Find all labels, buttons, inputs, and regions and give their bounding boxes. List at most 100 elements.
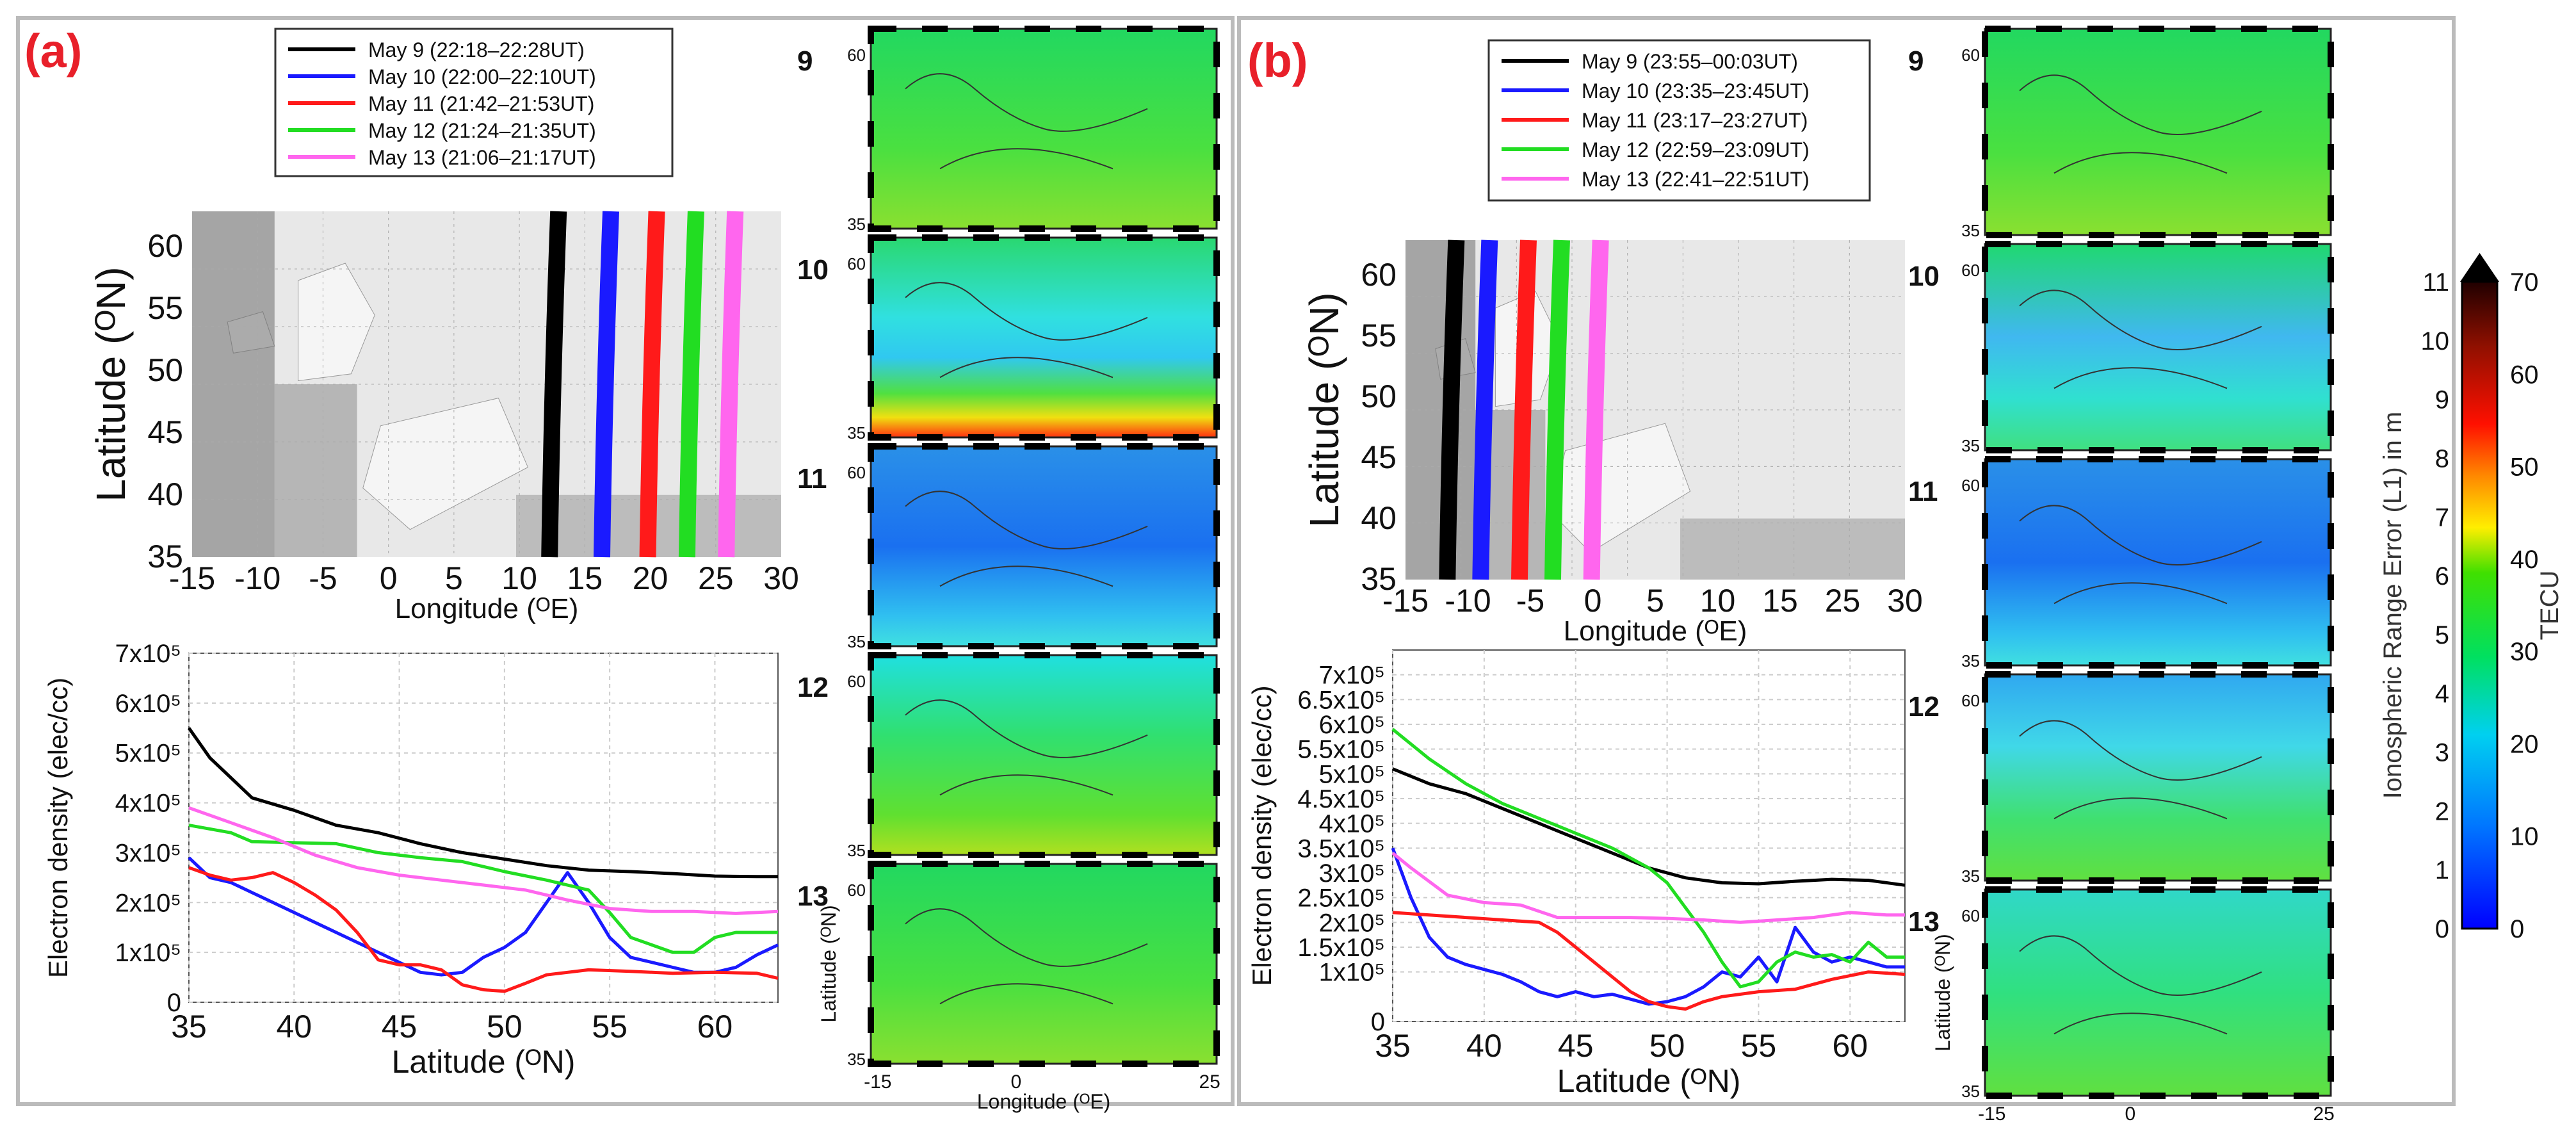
chart-ylabel: Electron density (elec/cc) bbox=[1247, 685, 1277, 986]
chart-ytick: 6x10⁵ bbox=[1319, 711, 1385, 739]
panel-a-frame bbox=[16, 16, 1235, 1106]
legend-entry: May 9 (22:18–22:28UT) bbox=[368, 38, 585, 61]
colorbar-tick-tecu: 40 bbox=[2510, 546, 2539, 574]
small-map-ytick: 35 bbox=[1961, 651, 1980, 671]
satellite-track bbox=[639, 211, 665, 558]
map-xtick: 10 bbox=[1700, 583, 1736, 619]
chart-ytick: 4.5x10⁵ bbox=[1297, 785, 1385, 813]
map-ytick: 55 bbox=[147, 290, 183, 326]
small-map-frame bbox=[1982, 241, 2334, 453]
map-ytick: 40 bbox=[147, 476, 183, 512]
map-xtick: -10 bbox=[234, 560, 280, 596]
colorbar-label-range-error: Ionospheric Range Error (L1) in m bbox=[2379, 412, 2407, 799]
legend-entry: May 10 (22:00–22:10UT) bbox=[368, 65, 596, 88]
legend-entry: May 13 (22:41–22:51UT) bbox=[1582, 168, 1810, 191]
small-map-frame bbox=[868, 443, 1220, 649]
panel-a-label: (a) bbox=[24, 24, 82, 77]
small-map-xtick: -15 bbox=[864, 1071, 891, 1093]
small-map-ytick: 35 bbox=[1961, 436, 1980, 455]
colorbar-tick-tecu: 0 bbox=[2510, 915, 2524, 943]
map-ytick: 60 bbox=[147, 228, 183, 264]
small-map-ytick: 60 bbox=[1961, 476, 1980, 495]
map-xtick: 15 bbox=[1762, 583, 1798, 619]
colorbar-tick-m: 6 bbox=[2435, 562, 2449, 590]
map-xlabel: Longitude (ᴼE) bbox=[1564, 615, 1747, 647]
series-line-may-13 bbox=[1391, 852, 1905, 924]
map-ylabel: Latitude (ᴼN) bbox=[1301, 292, 1347, 527]
chart-ytick: 3x10⁵ bbox=[1319, 859, 1385, 888]
legend-entry: May 12 (22:59–23:09UT) bbox=[1582, 138, 1810, 161]
small-map-ytick: 35 bbox=[847, 215, 866, 234]
small-map-day-label: 12 bbox=[1908, 691, 1940, 722]
map-ocean bbox=[192, 211, 275, 557]
chart-ytick: 1.5x10⁵ bbox=[1297, 934, 1385, 962]
small-map-coastline bbox=[2019, 74, 2262, 174]
small-map-day-label: 10 bbox=[797, 254, 829, 286]
chart-ytick: 4x10⁵ bbox=[1319, 810, 1385, 838]
small-map-ytick: 35 bbox=[847, 1050, 866, 1069]
satellite-track bbox=[594, 211, 619, 558]
small-map-coastline bbox=[905, 908, 1148, 1005]
chart-xtick: 40 bbox=[1466, 1028, 1502, 1064]
legend-entry: May 11 (21:42–21:53UT) bbox=[368, 92, 594, 115]
satellite-track bbox=[678, 211, 704, 558]
colorbar-tick-m: 5 bbox=[2435, 621, 2449, 649]
small-map-ytick: 60 bbox=[1961, 691, 1980, 710]
legend-entry: May 11 (23:17–23:27UT) bbox=[1582, 109, 1808, 132]
small-map-day-label: 13 bbox=[797, 881, 829, 912]
panel-a: (a) May 9 (22:18–22:28UT) May 10 (22:00–22… bbox=[24, 24, 1220, 1113]
panel-b-frame bbox=[1237, 16, 2456, 1106]
series-line-may-9 bbox=[187, 727, 778, 879]
satellite-track bbox=[541, 211, 567, 558]
map-ytick: 35 bbox=[147, 539, 183, 574]
colorbar-scale bbox=[2461, 280, 2499, 930]
small-map-ytick: 35 bbox=[847, 632, 866, 651]
colorbar-tick-m: 0 bbox=[2435, 915, 2449, 943]
colorbar-tick-tecu: 10 bbox=[2510, 823, 2539, 851]
satellite-track bbox=[718, 211, 744, 558]
map-sea bbox=[1680, 518, 1905, 580]
chart-xtick: 60 bbox=[1832, 1028, 1868, 1064]
chart-xtick: 40 bbox=[276, 1009, 312, 1045]
chart-ytick: 5.5x10⁵ bbox=[1297, 736, 1385, 764]
small-map-ytick: 60 bbox=[1961, 45, 1980, 65]
small-map-ytick: 60 bbox=[847, 672, 866, 691]
map-ytick: 50 bbox=[147, 352, 183, 388]
series-line-may-13 bbox=[188, 806, 779, 915]
chart-ytick: 0 bbox=[1371, 1008, 1385, 1036]
map-ytick: 35 bbox=[1361, 561, 1397, 597]
chart-xtick: 50 bbox=[1649, 1028, 1685, 1064]
small-map-frame bbox=[1982, 456, 2334, 669]
small-map-ytick: 60 bbox=[1961, 261, 1980, 280]
map-xtick: 20 bbox=[633, 560, 668, 596]
colorbar-tick-m: 4 bbox=[2435, 680, 2449, 708]
colorbar-tick-m: 7 bbox=[2435, 503, 2449, 532]
map-xtick: -10 bbox=[1445, 583, 1491, 619]
series-line-may-11 bbox=[1392, 911, 1906, 1011]
small-map-frame bbox=[1982, 26, 2334, 238]
satellite-track bbox=[1472, 240, 1498, 580]
small-map-coastline bbox=[2019, 289, 2262, 389]
small-map-ytick: 60 bbox=[847, 254, 866, 273]
map-ytick: 45 bbox=[147, 414, 183, 450]
map-xtick: 30 bbox=[763, 560, 799, 596]
chart-ytick: 2x10⁵ bbox=[1319, 909, 1385, 937]
small-map-day-label: 10 bbox=[1908, 261, 1940, 292]
satellite-track bbox=[1439, 240, 1465, 580]
small-map-coastline bbox=[905, 282, 1148, 378]
chart-xtick: 55 bbox=[1741, 1028, 1777, 1064]
map-xtick: 15 bbox=[567, 560, 603, 596]
small-map-day-label: 9 bbox=[1908, 45, 1924, 77]
map-xtick: 30 bbox=[1887, 583, 1923, 619]
small-map-day-label: 11 bbox=[797, 463, 827, 494]
chart-ylabel: Electron density (elec/cc) bbox=[43, 678, 73, 978]
small-map-xtick: 0 bbox=[1010, 1071, 1021, 1093]
map-ocean bbox=[274, 384, 357, 557]
colorbar-tick-m: 3 bbox=[2435, 739, 2449, 767]
small-map-coastline bbox=[2019, 505, 2262, 605]
colorbar-tick-tecu: 60 bbox=[2510, 361, 2539, 389]
map-ytick: 60 bbox=[1361, 257, 1397, 293]
colorbar-tick-tecu: 20 bbox=[2510, 730, 2539, 758]
map-landmass bbox=[298, 263, 375, 382]
small-map-ytick: 60 bbox=[847, 463, 866, 482]
